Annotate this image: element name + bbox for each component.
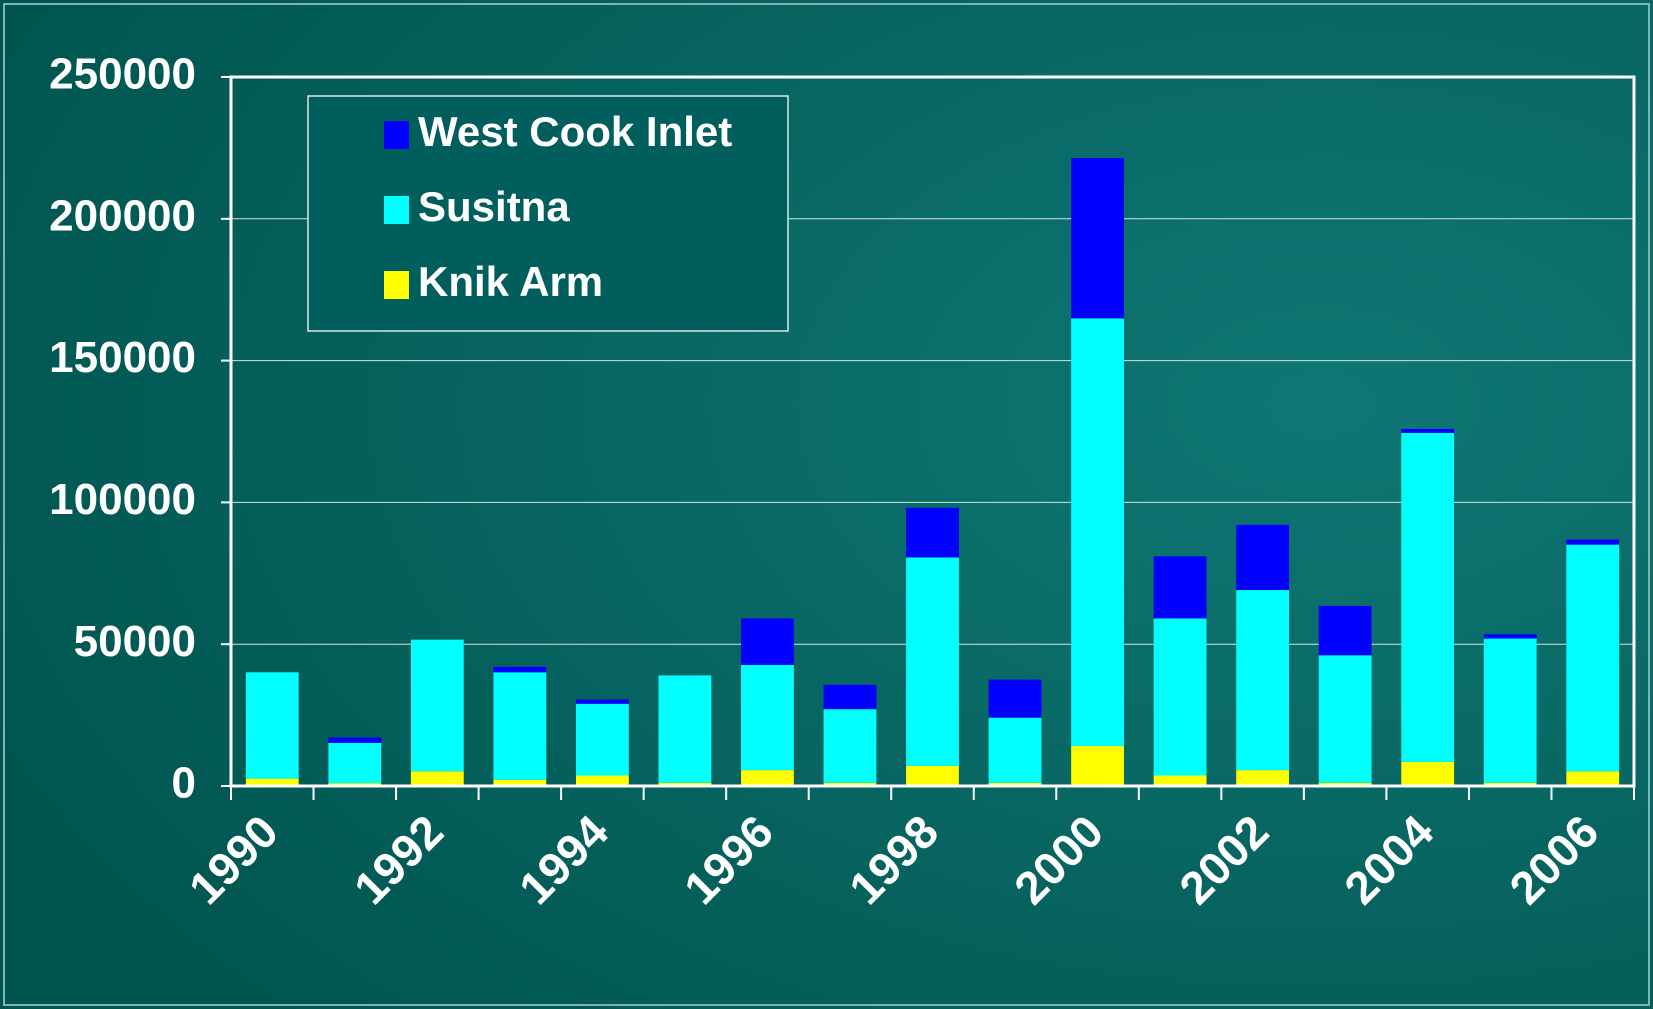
page: {"chart_data": {"type": "bar", "stacked"… bbox=[0, 0, 1653, 1009]
bar-segment bbox=[1071, 318, 1124, 746]
bar-segment bbox=[1566, 545, 1619, 772]
bar-segment bbox=[906, 508, 959, 558]
bar-segment bbox=[989, 718, 1042, 783]
bar-segment bbox=[1236, 770, 1289, 786]
bar-segment bbox=[1566, 540, 1619, 545]
y-tick-label: 150000 bbox=[49, 333, 196, 382]
bar-segment bbox=[411, 640, 464, 772]
bar-segment bbox=[411, 771, 464, 786]
y-tick-label: 200000 bbox=[49, 191, 196, 240]
y-tick-label: 50000 bbox=[74, 617, 196, 666]
bar-segment bbox=[1401, 762, 1454, 786]
bar-segment bbox=[576, 700, 629, 704]
bar-segment bbox=[741, 770, 794, 786]
legend-label: Knik Arm bbox=[418, 258, 603, 305]
bar-segment bbox=[1071, 158, 1124, 318]
bar-segment bbox=[1319, 606, 1372, 655]
bar-segment bbox=[1401, 429, 1454, 433]
bar-segment bbox=[493, 672, 546, 779]
bar-segment bbox=[576, 776, 629, 786]
bar-segment bbox=[1154, 556, 1207, 618]
y-tick-label: 250000 bbox=[49, 50, 196, 99]
bar-segment bbox=[576, 704, 629, 776]
bar-segment bbox=[1401, 433, 1454, 762]
legend-swatch bbox=[384, 196, 409, 224]
chart: 0500001000001500002000002500001990199219… bbox=[0, 0, 1653, 1009]
bar-segment bbox=[328, 743, 381, 783]
legend-label: West Cook Inlet bbox=[418, 108, 732, 155]
bar-segment bbox=[1236, 590, 1289, 770]
legend-swatch bbox=[384, 271, 409, 299]
bar-segment bbox=[906, 557, 959, 765]
bar-segment bbox=[1319, 655, 1372, 783]
bar-segment bbox=[824, 685, 877, 709]
bar-segment bbox=[493, 667, 546, 672]
bar-segment bbox=[989, 680, 1042, 718]
bar-segment bbox=[824, 709, 877, 783]
legend-label: Susitna bbox=[418, 183, 570, 230]
bar-segment bbox=[1484, 634, 1537, 638]
bar-segment bbox=[1071, 746, 1124, 786]
bar-segment bbox=[1154, 776, 1207, 786]
bar-segment bbox=[328, 738, 381, 743]
bar-segment bbox=[1154, 618, 1207, 775]
bar-segment bbox=[1236, 525, 1289, 590]
bar-segment bbox=[246, 672, 299, 778]
bar-segment bbox=[659, 675, 712, 782]
y-tick-label: 0 bbox=[172, 759, 196, 808]
bar-segment bbox=[741, 618, 794, 665]
bar-segment bbox=[741, 665, 794, 770]
bar-segment bbox=[906, 766, 959, 786]
legend-swatch bbox=[384, 121, 409, 149]
bar-segment bbox=[1484, 639, 1537, 783]
bar-segment bbox=[1566, 771, 1619, 786]
y-tick-label: 100000 bbox=[49, 475, 196, 524]
